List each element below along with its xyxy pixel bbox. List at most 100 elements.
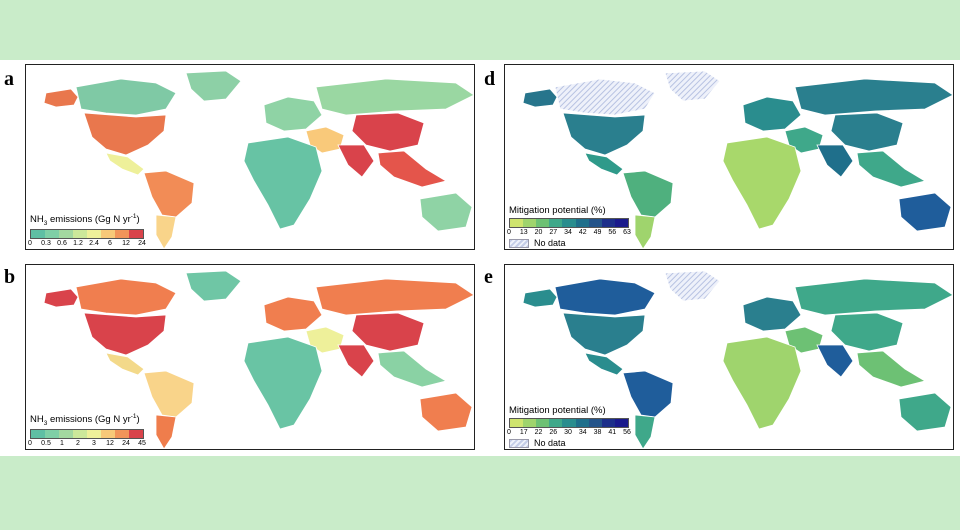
legend-tick-label: 2 (76, 440, 80, 448)
region-north-america (562, 112, 646, 156)
region-china (351, 312, 425, 352)
legend-title-part: ) (136, 414, 140, 426)
map-panel-e: Mitigation potential (%) 0 17 22 26 30 34 38 41 5… (504, 264, 954, 450)
region-south-asia (337, 144, 375, 178)
color-legend: Mitigation potential (%) 0 17 22 26 30 34 38 41 5… (507, 405, 631, 448)
no-data-legend: No data (509, 238, 629, 248)
legend-swatch (31, 230, 45, 239)
legend-tick-label: 17 (519, 429, 528, 436)
legend-title: Mitigation potential (%) (509, 205, 606, 216)
region-australia (419, 192, 473, 232)
legend-swatch (614, 419, 628, 427)
legend-tick-label: 49 (593, 229, 602, 236)
legend-tick-label: 41 (608, 429, 617, 436)
region-africa (722, 336, 802, 430)
legend-title-part: NH (30, 414, 44, 426)
no-data-legend: No data (509, 438, 629, 448)
region-russia (794, 78, 953, 116)
color-legend: NH3 emissions (Gg N yr-1) 0 0.5 1 2 3 12 24 45 (28, 413, 146, 449)
region-australia (898, 392, 952, 432)
region-alaska (522, 88, 558, 108)
panel-letter-d: d (484, 68, 496, 90)
legend-tick-label: 1.2 (73, 240, 83, 248)
legend-swatch (31, 430, 45, 439)
legend-tick-label: 38 (593, 429, 602, 436)
legend-swatch (115, 230, 129, 239)
legend-tick-label: 42 (578, 229, 587, 236)
legend-swatch (601, 419, 615, 427)
map-panel-a: NH3 emissions (Gg N yr-1) 0 0.3 0.6 1.2 2.4 6 1… (25, 64, 475, 250)
legend-tick-label: 26 (549, 429, 558, 436)
legend-title-part: ) (136, 214, 140, 226)
region-china (351, 112, 425, 152)
legend-tick-label: 2.4 (89, 240, 99, 248)
region-china (830, 312, 904, 352)
legend-ticks: 0 0.3 0.6 1.2 2.4 6 12 24 (28, 239, 146, 249)
region-australia (419, 392, 473, 432)
region-southeast-asia (377, 150, 448, 188)
legend-swatch (510, 419, 524, 427)
region-greenland (664, 270, 721, 302)
region-china (830, 112, 904, 152)
legend-title-part: 3 (43, 220, 48, 228)
legend-ticks: 0 13 20 27 34 42 49 56 63 (507, 228, 631, 238)
region-europe (263, 296, 323, 332)
region-central-america (584, 352, 624, 376)
legend-ticks: 0 0.5 1 2 3 12 24 45 (28, 439, 146, 449)
legend-swatch (549, 219, 563, 227)
region-russia (794, 278, 953, 316)
legend-swatch (575, 419, 589, 427)
legend-swatch (101, 230, 115, 239)
legend-ticks: 0 17 22 26 30 34 38 41 56 (507, 428, 631, 438)
legend-tick-label: 0 (28, 440, 32, 448)
legend-color-bar (509, 218, 629, 228)
color-legend: NH3 emissions (Gg N yr-1) 0 0.3 0.6 1.2 2.4 6 1… (28, 213, 146, 249)
legend-tick-label: 13 (519, 229, 528, 236)
region-north-america (83, 312, 167, 356)
legend-swatch (129, 430, 143, 439)
region-south-america-south (155, 414, 177, 449)
legend-tick-label: 27 (549, 229, 558, 236)
panel-letter-b: b (4, 266, 16, 288)
legend-tick-label: 1 (60, 440, 64, 448)
legend-tick-label: 34 (578, 429, 587, 436)
legend-tick-label: 0.3 (41, 240, 51, 248)
region-canada (554, 78, 656, 116)
region-greenland (185, 270, 242, 302)
region-south-america (622, 170, 674, 218)
legend-tick-label: 0.6 (57, 240, 67, 248)
legend-swatch (87, 230, 101, 239)
hatch-swatch-icon (509, 438, 529, 448)
legend-color-bar (30, 229, 144, 240)
legend-title-part: -1 (130, 213, 137, 220)
region-europe (263, 96, 323, 132)
legend-tick-label: 0 (28, 240, 32, 248)
legend-tick-label: 24 (122, 440, 130, 448)
legend-title-part: NH (30, 214, 44, 226)
legend-swatch (129, 230, 143, 239)
region-southeast-asia (377, 350, 448, 388)
legend-tick-label: 12 (122, 240, 130, 248)
region-greenland (664, 70, 721, 102)
legend-swatch (575, 219, 589, 227)
region-canada (554, 278, 656, 316)
legend-color-bar (509, 418, 629, 428)
region-alaska (43, 288, 79, 308)
region-central-america (584, 152, 624, 176)
region-russia (315, 278, 474, 316)
hatch-swatch-icon (509, 238, 529, 248)
legend-swatch (510, 219, 524, 227)
legend-tick-label: 45 (138, 440, 146, 448)
region-southeast-asia (856, 150, 927, 188)
region-africa (722, 136, 802, 230)
region-europe (742, 296, 802, 332)
legend-swatch (549, 419, 563, 427)
legend-tick-label: 56 (608, 229, 617, 236)
region-north-america (83, 112, 167, 156)
legend-swatch (87, 430, 101, 439)
legend-tick-label: 22 (534, 429, 543, 436)
legend-swatch (73, 230, 87, 239)
no-data-label: No data (534, 238, 566, 248)
legend-title-part: emissions (Gg N yr (47, 214, 131, 226)
region-greenland (185, 70, 242, 102)
